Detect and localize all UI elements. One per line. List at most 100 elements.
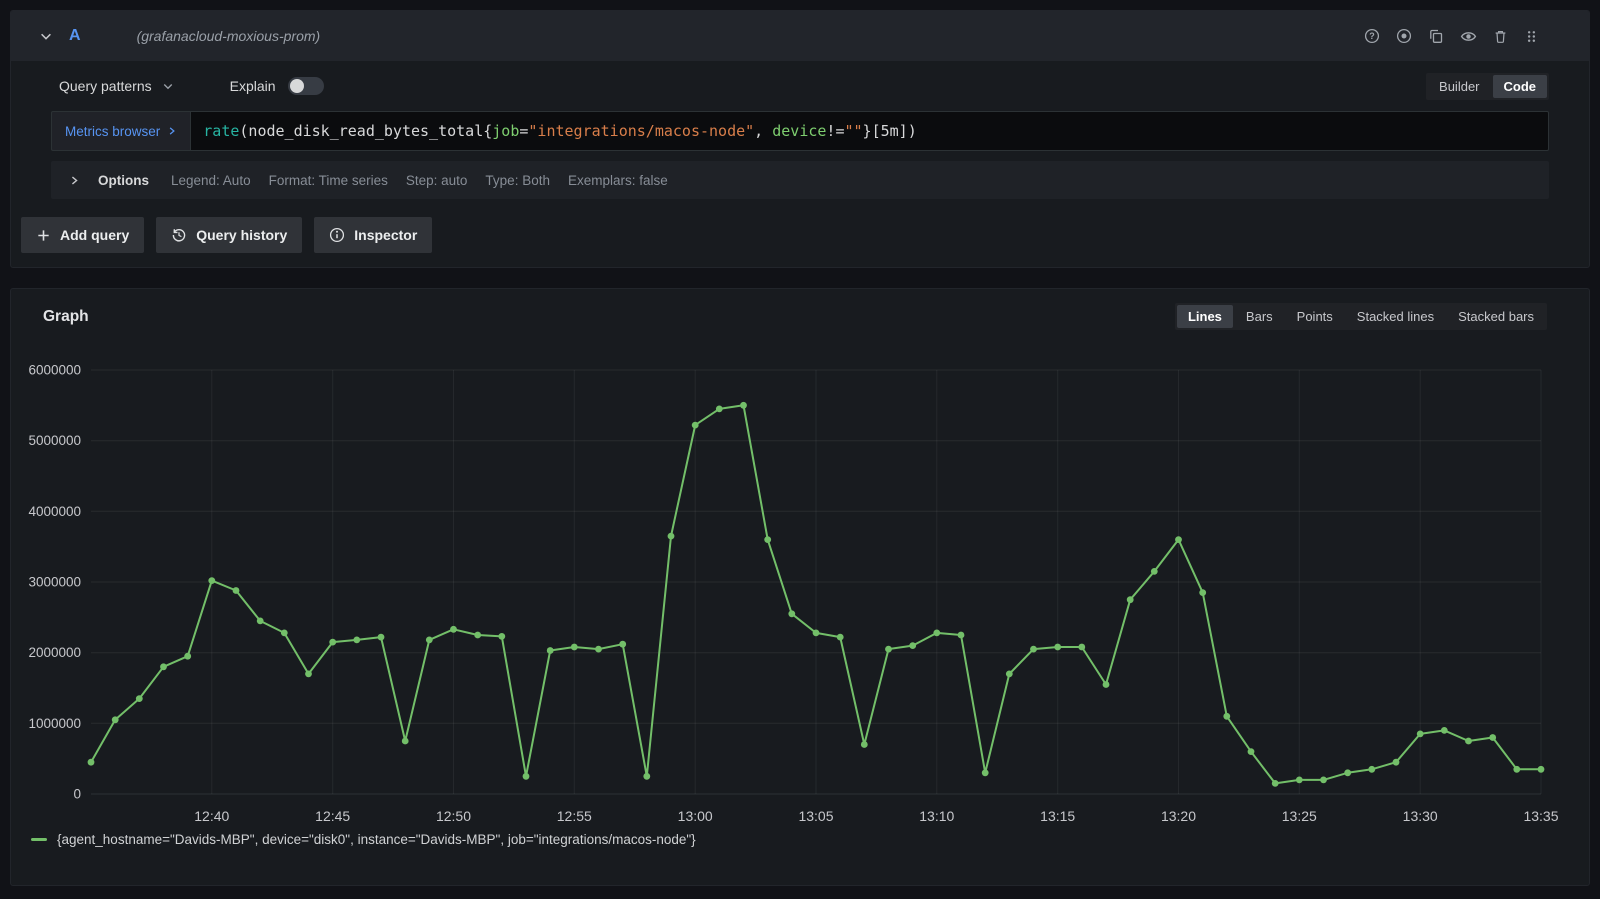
query-token-plain: { <box>483 122 493 140</box>
series-point <box>1102 681 1110 688</box>
button-label: Query history <box>196 227 288 243</box>
series-point <box>1030 645 1037 653</box>
series-point <box>425 636 433 644</box>
series-point <box>232 587 240 594</box>
help-icon[interactable]: ? <box>1364 28 1380 44</box>
series-point <box>1440 727 1448 734</box>
view-mode-points[interactable]: Points <box>1286 305 1344 328</box>
options-summary-item: Step: auto <box>405 172 468 188</box>
add-query-button[interactable]: Add query <box>21 217 145 253</box>
series-point <box>570 643 578 651</box>
options-summary-item: Format: Time series <box>268 172 388 188</box>
series-point <box>1295 776 1303 784</box>
chart-area: 0 1000000 2000000 3000000 4000000 5000000 6000… <box>21 336 1577 832</box>
graph-panel: Graph Lines Bars Points Stacked lines Stacke… <box>10 288 1590 886</box>
series-point <box>1416 730 1424 738</box>
series-point <box>1005 670 1013 678</box>
series-point <box>1537 765 1545 773</box>
x-axis-tick-label: 12:55 <box>557 808 592 824</box>
series-point <box>957 631 965 639</box>
legend-series-label: {agent_hostname="Davids-MBP", device="di… <box>57 832 696 847</box>
query-history-button[interactable]: Query history <box>156 217 303 253</box>
promql-query-input[interactable]: rate(node_disk_read_bytes_total{job = "int… <box>190 111 1549 151</box>
query-token-plain: node_disk_read_bytes_total <box>248 122 484 140</box>
metrics-browser-button[interactable]: Metrics browser <box>51 111 191 151</box>
series-point <box>643 772 651 780</box>
series-point <box>135 695 143 702</box>
series-point <box>546 647 554 654</box>
series-point <box>256 617 264 625</box>
inspector-button[interactable]: Inspector <box>314 217 433 253</box>
series-point <box>595 645 602 653</box>
query-toolbar: ? <box>1364 28 1539 45</box>
series-point <box>498 633 506 640</box>
series-point <box>740 401 747 409</box>
datasource-name: (grafanacloud-moxious-prom) <box>136 28 321 44</box>
series-point <box>184 652 192 660</box>
query-token-plain: != <box>826 122 845 140</box>
query-options-bar: Query patterns Explain Builder Code <box>59 71 1549 101</box>
series-point <box>1247 748 1255 755</box>
mode-builder[interactable]: Builder <box>1428 75 1490 98</box>
view-mode-stacked-bars[interactable]: Stacked bars <box>1447 305 1545 328</box>
y-axis-tick-label: 1000000 <box>28 716 81 731</box>
y-axis-tick-label: 4000000 <box>28 504 81 519</box>
series-point <box>812 629 820 637</box>
series-point <box>691 421 699 429</box>
expand-chevron-icon <box>69 175 80 186</box>
series-point <box>401 737 409 745</box>
history-icon <box>171 227 187 243</box>
series-point <box>353 636 361 644</box>
button-label: Inspector <box>354 227 418 243</box>
series-point <box>329 638 337 646</box>
query-editor-card: A (grafanacloud-moxious-prom) ? Query pa… <box>10 10 1590 268</box>
series-point <box>1175 536 1182 543</box>
series-point <box>1513 765 1521 773</box>
series-point <box>788 610 796 618</box>
y-axis-tick-label: 6000000 <box>28 363 81 378</box>
y-axis-tick-label: 0 <box>73 787 81 802</box>
copy-icon[interactable] <box>1428 28 1444 44</box>
x-axis-tick-label: 13:20 <box>1161 808 1196 824</box>
mode-code[interactable]: Code <box>1492 74 1547 98</box>
series-point <box>885 645 892 653</box>
series-point <box>208 577 216 584</box>
view-mode-bars[interactable]: Bars <box>1235 305 1284 328</box>
query-token-plain: ) <box>907 122 917 140</box>
series-point <box>1126 596 1134 604</box>
collapse-chevron-icon[interactable] <box>39 29 53 43</box>
record-icon[interactable] <box>1396 28 1412 44</box>
view-mode-lines[interactable]: Lines <box>1176 305 1233 328</box>
query-patterns-dropdown[interactable]: Query patterns <box>59 78 174 94</box>
chart-legend[interactable]: {agent_hostname="Davids-MBP", device="di… <box>31 832 1589 847</box>
query-input-row: Metrics browser rate(node_disk_read_byte… <box>51 111 1549 151</box>
query-ref-id[interactable]: A <box>69 27 81 44</box>
trash-icon[interactable] <box>1493 29 1508 44</box>
drag-handle-icon[interactable] <box>1524 29 1539 44</box>
eye-icon[interactable] <box>1460 28 1477 45</box>
options-label: Options <box>98 172 149 188</box>
query-patterns-group: Query patterns Explain <box>59 77 324 95</box>
graph-view-mode-tabs: Lines Bars Points Stacked lines Stacked bars <box>1174 303 1547 330</box>
series-point <box>377 633 385 641</box>
options-collapsed-row[interactable]: Options Legend: Auto Format: Time series S… <box>51 161 1549 199</box>
explain-label: Explain <box>229 78 276 94</box>
view-mode-stacked-lines[interactable]: Stacked lines <box>1346 305 1445 328</box>
time-series-chart[interactable]: 0 1000000 2000000 3000000 4000000 5000000 6000… <box>21 336 1579 832</box>
series-point <box>667 532 675 540</box>
y-axis-tick-label: 3000000 <box>28 575 81 590</box>
series-point <box>715 405 723 413</box>
query-header-row: A (grafanacloud-moxious-prom) ? <box>11 11 1589 61</box>
x-axis-tick-label: 13:35 <box>1523 808 1558 824</box>
series-point <box>1054 643 1062 651</box>
x-axis-tick-label: 12:40 <box>194 808 229 824</box>
x-axis-tick-label: 12:50 <box>436 808 471 824</box>
series-point <box>87 758 95 766</box>
series-point <box>305 670 312 678</box>
series-point <box>619 640 627 648</box>
query-token-string: "" <box>844 122 863 140</box>
x-axis-tick-label: 12:45 <box>315 808 350 824</box>
builder-code-toggle: Builder Code <box>1426 72 1549 100</box>
legend-series-marker <box>31 838 47 841</box>
explain-toggle[interactable] <box>287 77 324 95</box>
